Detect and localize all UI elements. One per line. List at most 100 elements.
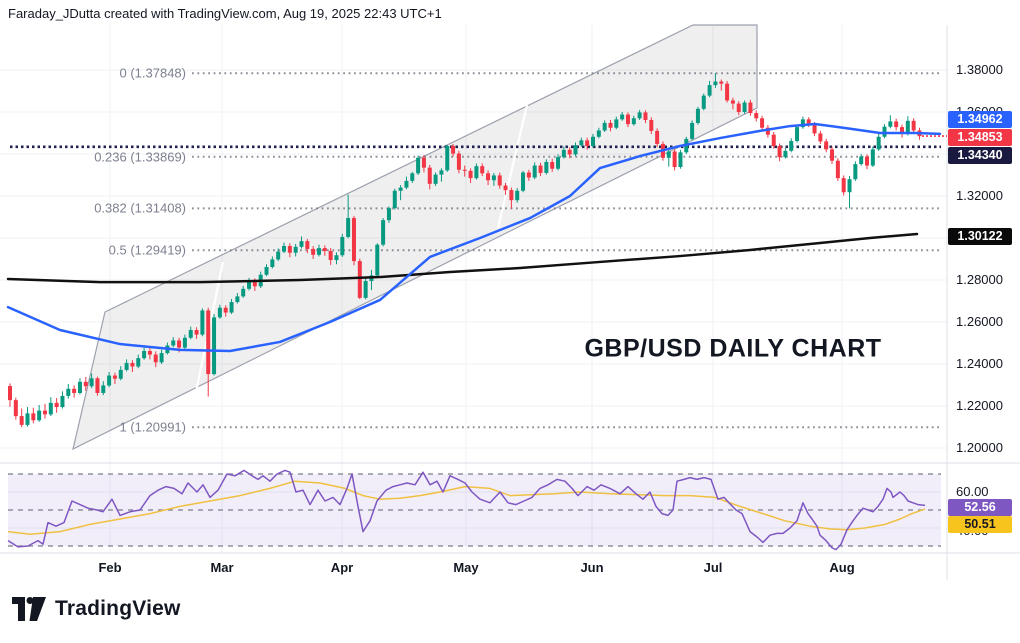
candle-body bbox=[171, 340, 176, 346]
candle-body bbox=[159, 353, 164, 363]
candle-body bbox=[346, 218, 351, 237]
candle-body bbox=[287, 245, 292, 253]
candle-body bbox=[707, 85, 712, 96]
candle-body bbox=[95, 378, 100, 393]
candle-body bbox=[305, 241, 310, 249]
price-axis-label: 1.32000 bbox=[956, 188, 1003, 203]
candle-body bbox=[480, 166, 485, 174]
candle-body bbox=[340, 236, 345, 256]
candle-body bbox=[124, 362, 129, 370]
candle-body bbox=[631, 118, 636, 125]
candle-body bbox=[433, 174, 438, 184]
candle-body bbox=[870, 149, 875, 166]
candle-body bbox=[567, 149, 572, 155]
candle-body bbox=[608, 122, 613, 128]
candle-body bbox=[550, 161, 555, 169]
candle-body bbox=[112, 375, 117, 379]
candle-body bbox=[439, 170, 444, 175]
candle-body bbox=[853, 164, 858, 180]
candle-body bbox=[8, 386, 12, 401]
candle-body bbox=[130, 362, 135, 367]
candle-body bbox=[334, 255, 339, 261]
candle-body bbox=[812, 124, 817, 134]
candle-body bbox=[229, 302, 234, 313]
candle-body bbox=[54, 402, 59, 408]
trend-channel bbox=[72, 24, 758, 451]
candle-body bbox=[760, 118, 765, 128]
candle-body bbox=[800, 119, 805, 128]
candle-body bbox=[637, 112, 642, 119]
candle-body bbox=[101, 385, 106, 393]
candle-body bbox=[252, 281, 257, 287]
candle-body bbox=[783, 150, 788, 158]
candle-body bbox=[212, 317, 217, 375]
candle-body bbox=[777, 146, 782, 158]
channel-seam bbox=[496, 104, 529, 229]
candle-body bbox=[789, 140, 794, 151]
candle-body bbox=[899, 127, 904, 135]
fib-level-label: 0 (1.37848) bbox=[119, 65, 187, 81]
candle-body bbox=[398, 187, 403, 191]
candle-body bbox=[270, 259, 275, 267]
candle-body bbox=[655, 130, 660, 144]
candle-body bbox=[894, 121, 899, 128]
candle-body bbox=[142, 350, 147, 359]
candle-body bbox=[386, 208, 391, 221]
candle-body bbox=[695, 108, 700, 123]
candle-body bbox=[37, 410, 42, 421]
candle-body bbox=[83, 381, 88, 387]
candle-body bbox=[701, 95, 706, 109]
candle-body bbox=[247, 281, 252, 289]
candle-body bbox=[719, 81, 724, 84]
rsi-badge: 50.51 bbox=[948, 515, 1012, 533]
tradingview-logo-icon bbox=[12, 597, 46, 621]
candle-body bbox=[25, 413, 30, 425]
candle-body bbox=[217, 307, 222, 318]
ma-200-line bbox=[6, 232, 919, 284]
candle-body bbox=[847, 179, 852, 193]
candle-body bbox=[614, 119, 619, 128]
candle-body bbox=[690, 122, 695, 139]
candle-body bbox=[316, 248, 321, 255]
candle-body bbox=[538, 165, 543, 173]
candle-body bbox=[363, 281, 368, 298]
candle-body bbox=[521, 172, 526, 191]
candle-body bbox=[60, 395, 65, 408]
candle-body bbox=[771, 134, 776, 147]
price-axis-label: 1.38000 bbox=[956, 62, 1003, 77]
price-badge: 1.34340 bbox=[948, 146, 1012, 164]
candle-body bbox=[672, 151, 677, 168]
candle-body bbox=[725, 83, 730, 101]
candle-body bbox=[72, 388, 77, 393]
candle-body bbox=[416, 157, 421, 174]
candle-body bbox=[882, 126, 887, 137]
candle-body bbox=[177, 340, 182, 348]
candle-body bbox=[264, 266, 269, 275]
fib-level-label: 0.5 (1.29419) bbox=[108, 242, 186, 258]
candle-body bbox=[818, 133, 823, 142]
candle-body bbox=[206, 310, 211, 375]
candle-body bbox=[328, 251, 333, 261]
candle-body bbox=[620, 114, 625, 120]
candle-body bbox=[410, 173, 415, 181]
price-badge: 1.34853 bbox=[948, 128, 1012, 146]
candle-body bbox=[497, 175, 502, 186]
tradingview-logo[interactable]: TradingView bbox=[12, 597, 181, 621]
fib-level-label: 0.382 (1.31408) bbox=[94, 200, 186, 216]
candle-body bbox=[31, 413, 36, 421]
candle-body bbox=[491, 175, 496, 181]
candle-body bbox=[666, 151, 671, 158]
fib-level-label: 1 (1.20991) bbox=[119, 419, 187, 435]
candle-body bbox=[678, 152, 683, 168]
candle-body bbox=[451, 146, 456, 154]
candle-body bbox=[48, 402, 53, 415]
candle-body bbox=[462, 169, 467, 171]
candle-body bbox=[748, 102, 753, 114]
candle-body bbox=[153, 354, 158, 363]
candle-body bbox=[573, 145, 578, 155]
candle-body bbox=[200, 310, 205, 335]
price-badge: 1.30122 bbox=[948, 227, 1012, 245]
price-axis-label: 1.26000 bbox=[956, 314, 1003, 329]
candle-body bbox=[241, 288, 246, 297]
